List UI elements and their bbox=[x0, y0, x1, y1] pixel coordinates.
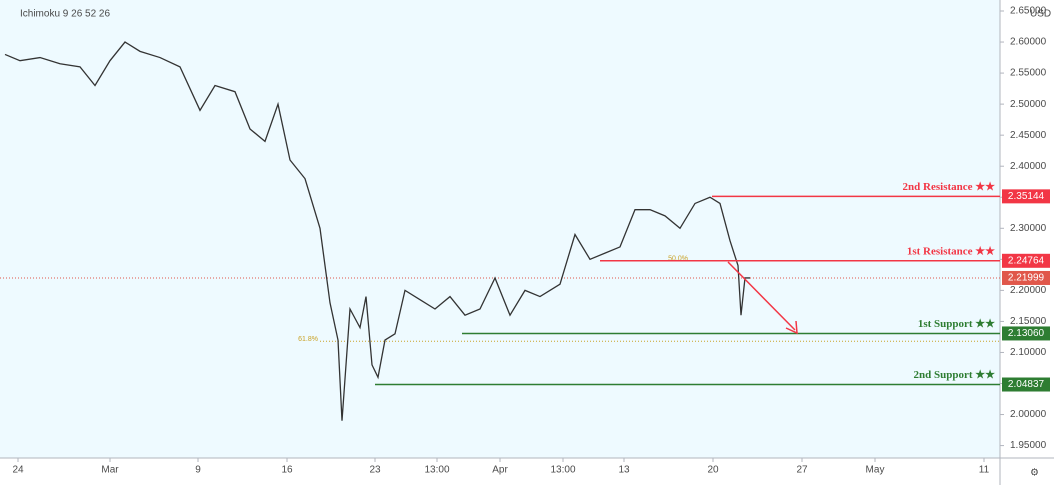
y-tick-label: 2.60000 bbox=[1010, 37, 1047, 48]
level-tag bbox=[1002, 253, 1050, 268]
level-value: 2.13060 bbox=[1008, 328, 1045, 339]
x-tick-label: 13 bbox=[618, 465, 630, 476]
fib-label: 61.8% bbox=[298, 336, 318, 343]
level-value: 2.04837 bbox=[1008, 379, 1045, 390]
x-tick-label: 27 bbox=[796, 465, 808, 476]
y-tick-label: 2.10000 bbox=[1010, 347, 1047, 358]
y-tick-label: 2.40000 bbox=[1010, 161, 1047, 172]
plot-area bbox=[0, 0, 1000, 458]
last-price-label: 2.21999 bbox=[1008, 273, 1045, 284]
fib-label: 50.0% bbox=[668, 256, 688, 263]
x-tick-label: 24 bbox=[12, 465, 24, 476]
x-tick-label: 13:00 bbox=[550, 465, 575, 476]
level-value: 2.35144 bbox=[1008, 191, 1045, 202]
level-name: 1st Support ★★ bbox=[918, 318, 995, 330]
price-line bbox=[4, 41, 750, 421]
currency: USD bbox=[1030, 9, 1051, 20]
y-tick-label: 2.55000 bbox=[1010, 68, 1047, 79]
level-name: 1st Resistance ★★ bbox=[907, 245, 995, 257]
y-tick-label: 2.45000 bbox=[1010, 130, 1047, 141]
y-tick-label: 2.15000 bbox=[1010, 316, 1047, 327]
indicator-label: Ichimoku 9 26 52 26 bbox=[20, 9, 110, 20]
x-tick-label: 20 bbox=[707, 465, 719, 476]
x-tick-label: May bbox=[866, 465, 885, 476]
y-tick-label: 2.65000 bbox=[1010, 6, 1047, 17]
x-tick-label: 13:00 bbox=[424, 465, 449, 476]
arrow bbox=[727, 261, 796, 331]
y-tick-label: 2.00000 bbox=[1010, 409, 1047, 420]
x-tick-label: Mar bbox=[101, 465, 119, 476]
settings-icon[interactable]: ⚙ bbox=[1030, 468, 1039, 479]
level-name: 2nd Resistance ★★ bbox=[903, 181, 996, 193]
level-value: 2.24764 bbox=[1008, 255, 1045, 266]
x-tick-label: Apr bbox=[492, 465, 508, 476]
x-tick-label: 11 bbox=[979, 465, 990, 476]
arrow-head bbox=[785, 320, 798, 335]
y-tick-label: 2.20000 bbox=[1010, 285, 1047, 296]
last-price-tag bbox=[1002, 270, 1050, 285]
y-tick-label: 2.50000 bbox=[1010, 99, 1047, 110]
level-name: 2nd Support ★★ bbox=[914, 369, 996, 381]
x-tick-label: 9 bbox=[195, 465, 201, 476]
price-scale bbox=[1000, 0, 1054, 485]
x-tick-label: 16 bbox=[281, 465, 293, 476]
level-tag bbox=[1002, 326, 1050, 341]
level-tag bbox=[1002, 377, 1050, 392]
level-tag bbox=[1002, 189, 1050, 204]
y-tick-label: 1.95000 bbox=[1010, 440, 1047, 451]
y-tick-label: 2.30000 bbox=[1010, 223, 1047, 234]
x-tick-label: 23 bbox=[369, 465, 381, 476]
